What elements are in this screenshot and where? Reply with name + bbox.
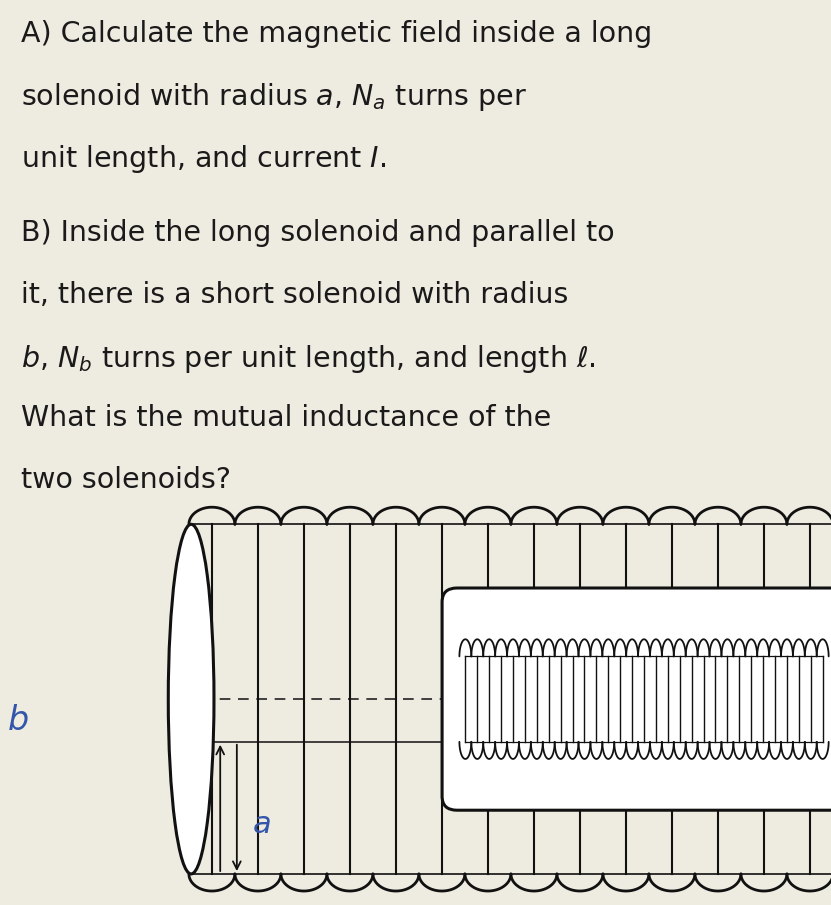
Text: A) Calculate the magnetic field inside a long: A) Calculate the magnetic field inside a… <box>21 20 652 48</box>
Text: $b$, $N_b$ turns per unit length, and length $\ell$.: $b$, $N_b$ turns per unit length, and le… <box>21 343 596 375</box>
Text: solenoid with radius $a$, $N_a$ turns per: solenoid with radius $a$, $N_a$ turns pe… <box>21 81 527 113</box>
Text: $a$: $a$ <box>253 811 271 840</box>
Text: B) Inside the long solenoid and parallel to: B) Inside the long solenoid and parallel… <box>21 220 614 247</box>
FancyBboxPatch shape <box>442 588 831 810</box>
Text: $b$: $b$ <box>7 704 29 738</box>
Text: unit length, and current $I$.: unit length, and current $I$. <box>21 143 386 175</box>
Text: What is the mutual inductance of the: What is the mutual inductance of the <box>21 405 551 433</box>
Text: it, there is a short solenoid with radius: it, there is a short solenoid with radiu… <box>21 281 568 310</box>
Ellipse shape <box>168 524 214 874</box>
Text: two solenoids?: two solenoids? <box>21 466 231 494</box>
